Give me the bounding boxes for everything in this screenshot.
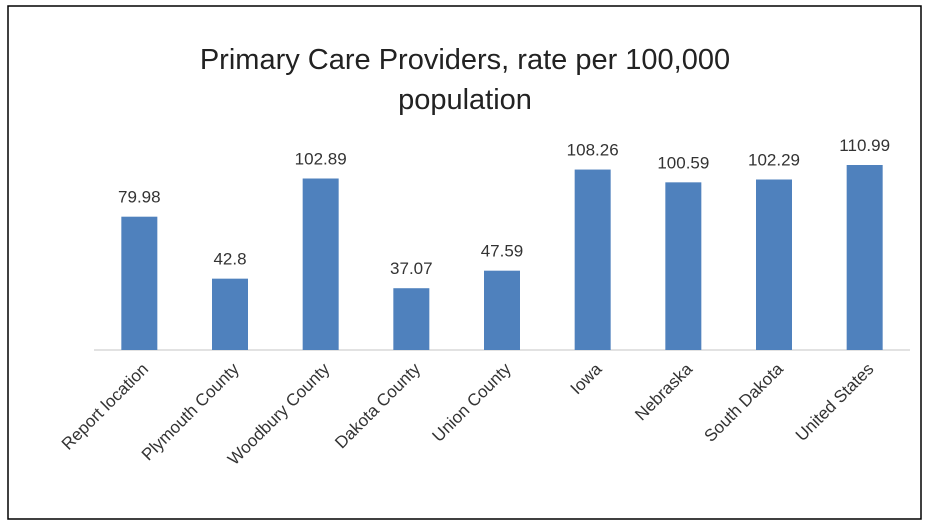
bar (574, 169, 611, 350)
bar (756, 179, 792, 350)
chart-title: Primary Care Providers, rate per 100,000… (199, 44, 731, 116)
data-label: 47.59 (481, 242, 524, 261)
data-label: 102.29 (748, 151, 800, 170)
data-label: 79.98 (118, 188, 161, 207)
data-label: 110.99 (839, 136, 890, 155)
bar (484, 270, 520, 350)
bar (393, 288, 430, 350)
bar (121, 216, 158, 350)
data-label: 102.89 (295, 150, 347, 169)
data-label: 108.26 (567, 141, 619, 160)
bar (665, 182, 702, 350)
bar (212, 278, 248, 350)
data-label: 42.8 (213, 250, 246, 269)
bar (302, 178, 339, 350)
data-label: 100.59 (657, 153, 709, 172)
data-label: 37.07 (390, 259, 433, 278)
bar (846, 165, 883, 350)
